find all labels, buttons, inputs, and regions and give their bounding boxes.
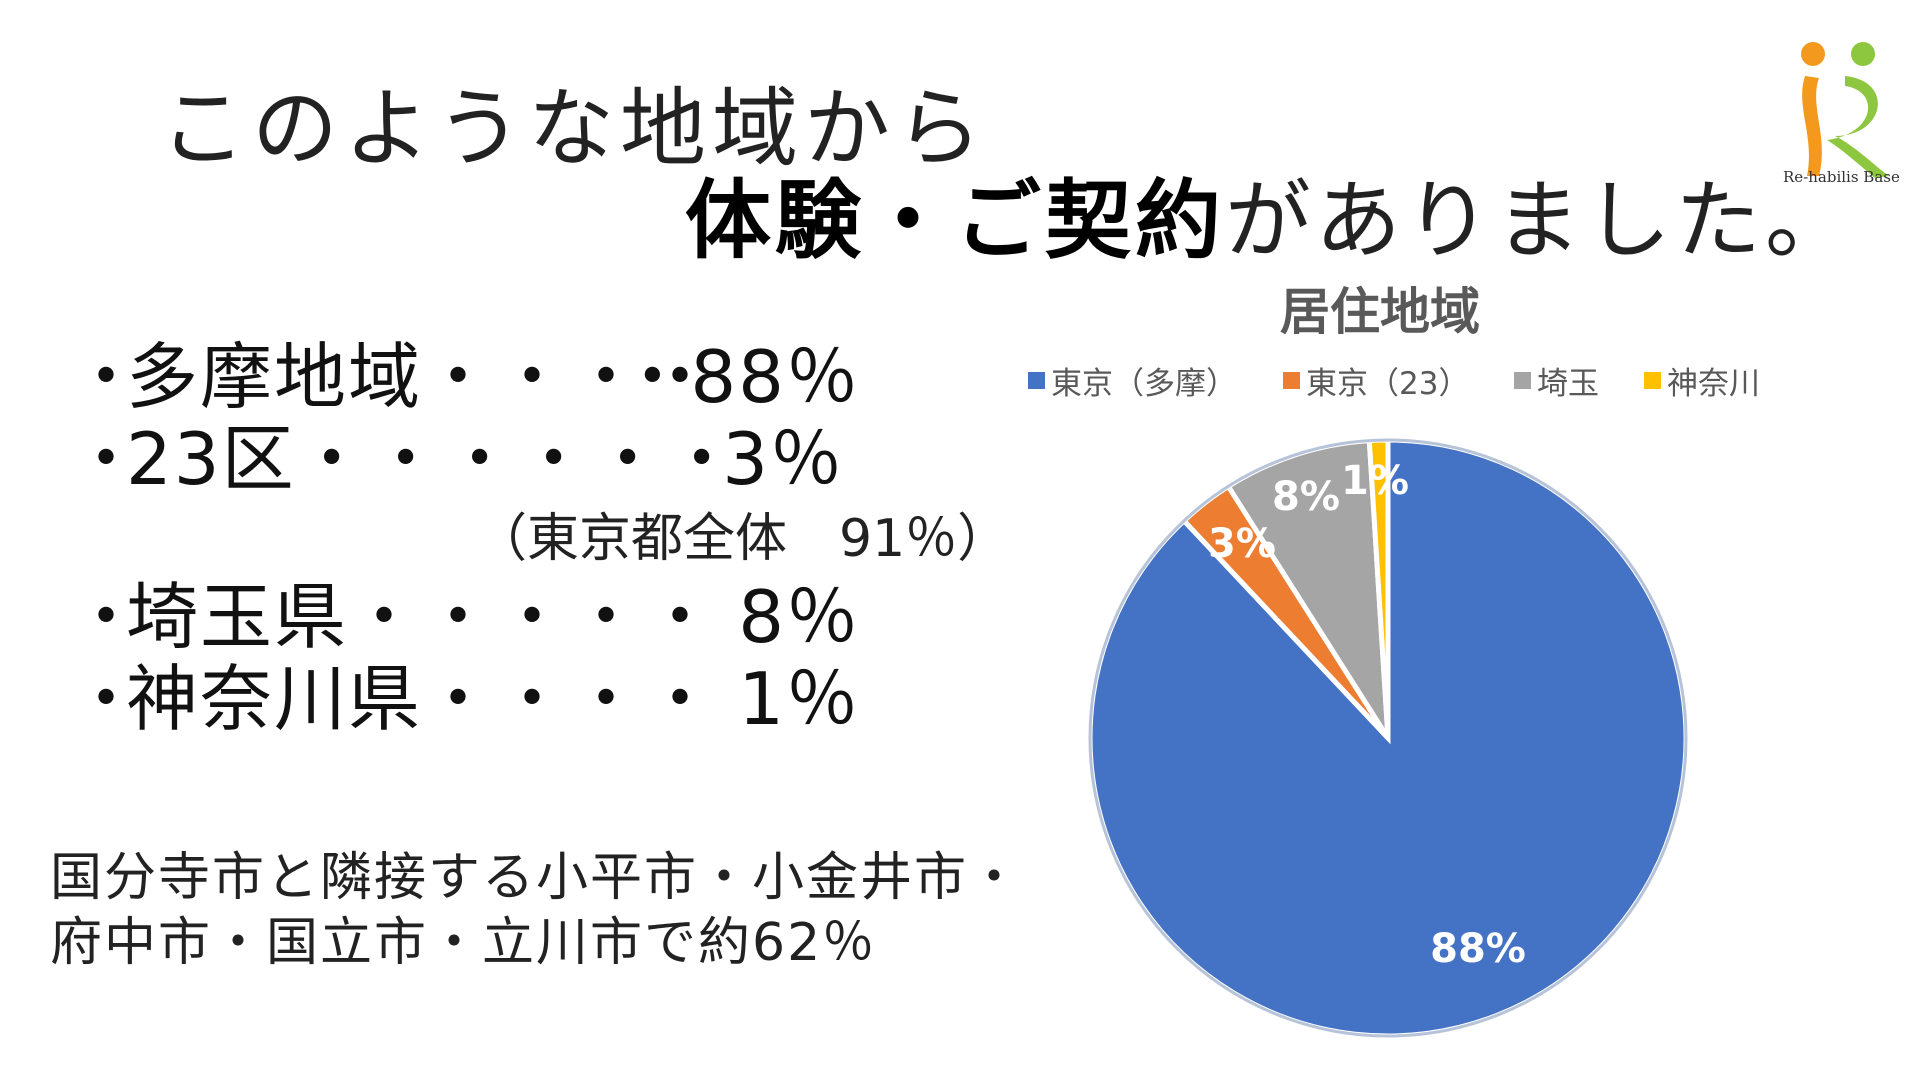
pie-slice-3 [1366, 437, 1391, 739]
row-value: 1％ [738, 657, 860, 741]
row-label: 神奈川県・・・・ [126, 657, 719, 741]
row-label: 多摩地域・・・・ [126, 335, 719, 419]
legend-label: 埼玉 [1537, 366, 1599, 402]
legend-item-saitama: 埼玉 [1514, 358, 1599, 403]
rehabilis-logo [1801, 42, 1889, 178]
row-value: 8％ [738, 575, 860, 659]
legend-label: 神奈川 [1667, 366, 1760, 402]
row-label: 埼玉県・・・・・ [126, 575, 719, 659]
pie-outline [1088, 438, 1688, 1038]
page-title-line1: このような地域から [160, 79, 988, 179]
description-line1: 国分寺市と隣接する小平市・小金井市・ [50, 848, 1023, 908]
legend-item-tama: 東京（多摩） [1028, 358, 1237, 403]
pie-data-label-2: 8% [1272, 474, 1340, 520]
legend-label: 東京（23） [1306, 366, 1470, 402]
description-line2: 府中市・国立市・立川市で約62％ [50, 913, 877, 973]
pie-data-label-3: 1% [1341, 458, 1409, 504]
tokyo-total-note: （東京都全体 91％） [475, 509, 1010, 569]
chart-title: 居住地域 [1280, 283, 1480, 341]
logo-text: Re-habilis Base [1783, 168, 1900, 186]
legend-item-kanagawa: 神奈川 [1644, 358, 1760, 403]
legend-swatch [1644, 372, 1661, 389]
pie-data-label-0: 88% [1430, 926, 1526, 972]
row-value: ・88％ [616, 335, 860, 419]
page-title-line2: 体験・ご契約がありました。 [685, 150, 1855, 275]
row-label: 23区・・・・・・ [126, 417, 740, 501]
pie-slice-2 [1224, 437, 1391, 740]
summary-row-23ku: ・23区・・・・・・ 3％ [70, 400, 844, 505]
legend-swatch [1028, 372, 1045, 389]
pie-slice-0 [1087, 437, 1689, 1039]
title-emphasis: 体験・ご契約 [685, 171, 1225, 271]
legend-item-23: 東京（23） [1283, 358, 1469, 403]
legend-swatch [1283, 372, 1300, 389]
legend-swatch [1514, 372, 1531, 389]
legend-label: 東京（多摩） [1051, 366, 1237, 402]
pie-data-label-1: 3% [1208, 521, 1276, 567]
summary-row-kanagawa: ・神奈川県・・・・ 1％ [70, 640, 860, 745]
title-rest: がありました。 [1225, 171, 1855, 271]
row-value: 3％ [722, 417, 844, 501]
summary-row-saitama: ・埼玉県・・・・・ 8％ [70, 558, 860, 663]
summary-row-tama: ・多摩地域・・・・ ・88％ [70, 318, 860, 423]
